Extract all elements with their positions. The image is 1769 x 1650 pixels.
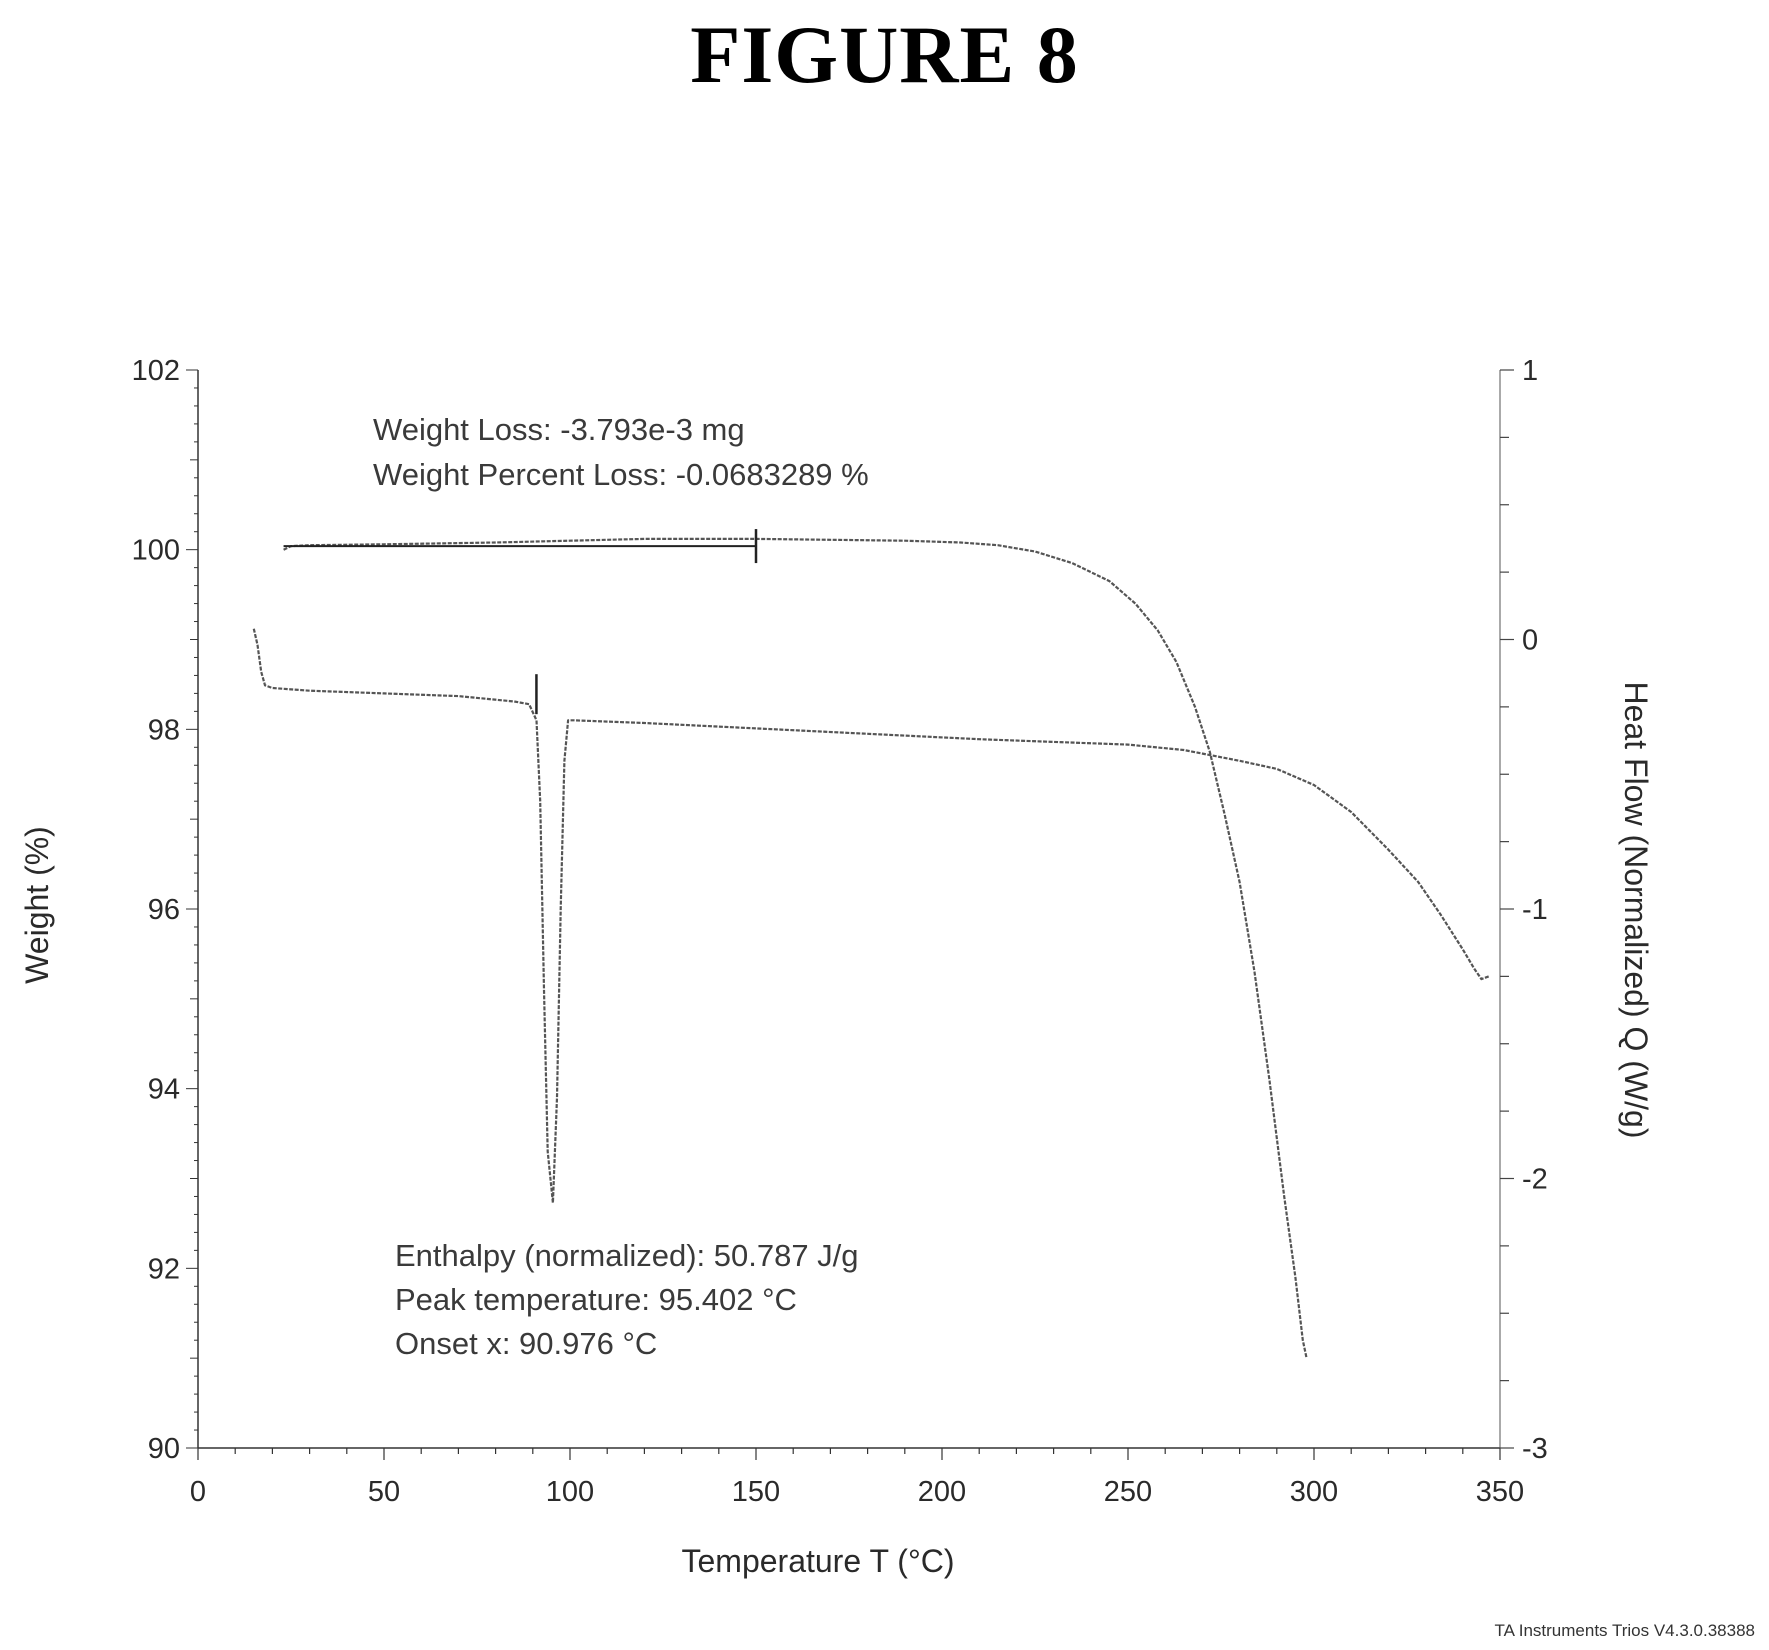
y-left-tick-label: 94 xyxy=(148,1074,180,1106)
x-tick-label: 0 xyxy=(190,1476,206,1508)
y-right-tick-label: -2 xyxy=(1522,1164,1548,1196)
y-right-tick-label: 0 xyxy=(1522,625,1538,657)
y-right-tick-label: 1 xyxy=(1522,355,1538,387)
x-tick-label: 50 xyxy=(368,1476,400,1508)
x-tick-label: 350 xyxy=(1476,1476,1524,1508)
y-right-axis-ticks: -3 -2 -1 0 1 xyxy=(1500,355,1548,1465)
tga-weight-curve xyxy=(283,537,1308,1359)
dsc-heat-flow-curve xyxy=(252,628,1490,1204)
y-left-tick-label: 98 xyxy=(148,714,180,746)
y-left-tick-label: 102 xyxy=(132,355,180,387)
x-tick-label: 250 xyxy=(1104,1476,1152,1508)
series-group xyxy=(252,537,1490,1359)
y-left-axis-ticks: 90 92 94 96 98 100 102 xyxy=(132,355,198,1465)
x-tick-label: 100 xyxy=(546,1476,594,1508)
dsc-annotation-line-1: Enthalpy (normalized): 50.787 J/g xyxy=(395,1238,859,1273)
x-tick-label: 150 xyxy=(732,1476,780,1508)
y-left-tick-label: 100 xyxy=(132,535,180,567)
tga-annotation-line-2: Weight Percent Loss: -0.0683289 % xyxy=(373,457,869,492)
x-tick-label: 200 xyxy=(918,1476,966,1508)
y-left-axis-title: Weight (%) xyxy=(19,826,55,984)
y-right-axis-title: Heat Flow (Normalized) Q (W/g) xyxy=(1618,682,1654,1139)
y-left-tick-label: 90 xyxy=(148,1433,180,1465)
y-right-tick-label: -1 xyxy=(1522,894,1548,926)
software-footer: TA Instruments Trios V4.3.0.38388 xyxy=(1495,1621,1756,1640)
figure-title: FIGURE 8 xyxy=(690,9,1079,100)
tga-annotation-line-1: Weight Loss: -3.793e-3 mg xyxy=(373,412,745,447)
x-axis-ticks: 0 50 100 150 200 250 300 350 xyxy=(190,1448,1524,1508)
y-left-tick-label: 96 xyxy=(148,894,180,926)
dsc-annotation-line-3: Onset x: 90.976 °C xyxy=(395,1326,657,1361)
y-right-tick-label: -3 xyxy=(1522,1433,1548,1465)
dsc-annotation-line-2: Peak temperature: 95.402 °C xyxy=(395,1282,797,1317)
x-tick-label: 300 xyxy=(1290,1476,1338,1508)
x-axis-title: Temperature T (°C) xyxy=(681,1543,954,1579)
y-left-tick-label: 92 xyxy=(148,1253,180,1285)
plot-frame xyxy=(197,370,1501,1449)
annotation-markers xyxy=(283,529,758,715)
